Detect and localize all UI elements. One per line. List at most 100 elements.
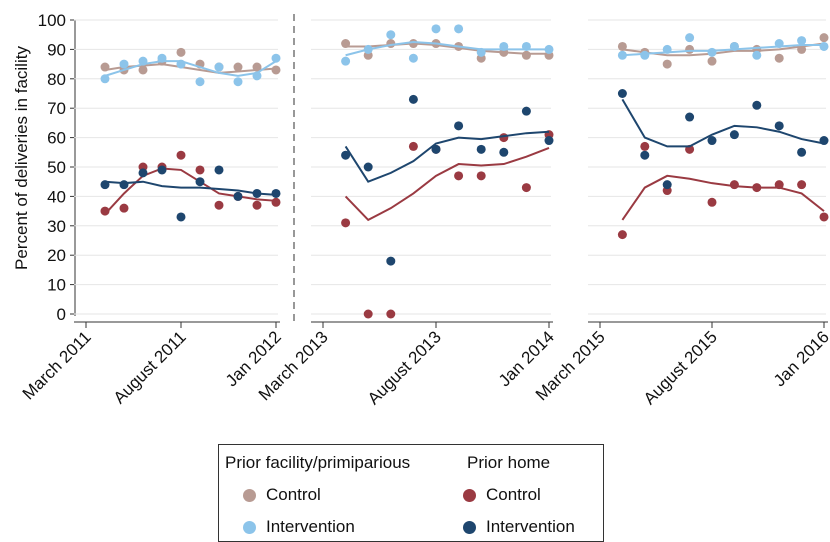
data-point-home_control xyxy=(797,180,807,190)
data-point-facility_intervention xyxy=(752,50,762,60)
data-point-facility_intervention xyxy=(119,59,129,69)
data-point-facility_intervention xyxy=(476,47,486,57)
data-point-home_intervention xyxy=(195,177,205,187)
data-point-home_intervention xyxy=(707,136,717,146)
data-point-facility_intervention xyxy=(195,77,205,87)
data-point-home_control xyxy=(617,230,627,240)
legend-title-prior-home: Prior home xyxy=(467,453,551,472)
data-point-facility_intervention xyxy=(521,41,531,51)
x-tick-label: August 2011 xyxy=(110,327,190,407)
y-tick-label: 10 xyxy=(47,276,66,295)
data-point-facility_control xyxy=(408,39,418,49)
data-point-home_control xyxy=(521,183,531,193)
data-point-facility_intervention xyxy=(499,41,509,51)
y-tick-label: 40 xyxy=(47,187,66,206)
data-point-facility_intervention xyxy=(640,50,650,60)
data-point-home_intervention xyxy=(752,100,762,110)
y-tick-label: 0 xyxy=(57,305,66,324)
legend-item-facility-control: Control xyxy=(243,485,321,505)
data-point-facility_intervention xyxy=(363,44,373,54)
data-point-home_intervention xyxy=(233,191,243,201)
data-point-home_control xyxy=(386,309,396,319)
y-tick-label: 80 xyxy=(47,70,66,89)
data-point-facility_intervention xyxy=(797,36,807,46)
data-point-home_intervention xyxy=(363,162,373,172)
trend-line-home_intervention xyxy=(344,130,550,183)
data-point-home_intervention xyxy=(729,130,739,140)
data-point-home_intervention xyxy=(819,136,829,146)
data-point-facility_control xyxy=(176,47,186,57)
x-tick-label: Jan 2016 xyxy=(770,327,830,390)
data-point-facility_control xyxy=(341,39,351,49)
legend-item-home-intervention: Intervention xyxy=(463,517,575,537)
data-point-home_intervention xyxy=(386,256,396,266)
data-point-home_control xyxy=(774,180,784,190)
data-point-home_control xyxy=(819,212,829,222)
data-point-facility_intervention xyxy=(341,56,351,66)
data-point-facility_control xyxy=(617,41,627,51)
data-point-home_intervention xyxy=(476,144,486,154)
data-point-home_control xyxy=(363,309,373,319)
data-point-facility_control xyxy=(138,65,148,75)
legend: Prior facility/primiparious Prior home C… xyxy=(218,444,604,542)
data-point-facility_control xyxy=(685,44,695,54)
legend-label-home-intervention: Intervention xyxy=(486,517,575,536)
y-tick-label: 90 xyxy=(47,40,66,59)
data-point-home_intervention xyxy=(341,150,351,160)
data-point-facility_intervention xyxy=(544,44,554,54)
data-point-facility_intervention xyxy=(431,24,441,34)
trend-line-facility_intervention xyxy=(622,43,824,57)
trend-line-home_control xyxy=(104,167,277,215)
data-point-home_intervention xyxy=(100,180,110,190)
data-point-facility_intervention xyxy=(617,50,627,60)
data-point-home_intervention xyxy=(521,106,531,116)
data-point-facility_intervention xyxy=(729,41,739,51)
trend-line-facility_control xyxy=(345,42,549,55)
trend-line-facility_intervention xyxy=(345,41,549,57)
trend-line-home_control xyxy=(621,174,825,221)
legend-item-home-control: Control xyxy=(463,485,541,505)
data-point-facility_control xyxy=(797,44,807,54)
data-point-facility_intervention xyxy=(819,41,829,51)
x-tick-label: August 2015 xyxy=(640,327,721,408)
data-point-home_intervention xyxy=(499,147,509,157)
legend-marker-home-intervention xyxy=(463,520,476,534)
data-point-home_intervention xyxy=(431,144,441,154)
y-tick-label: 100 xyxy=(38,11,66,30)
trend-line-home_control xyxy=(344,146,550,222)
x-tick-label: August 2013 xyxy=(364,327,445,408)
data-point-facility_intervention xyxy=(214,62,224,72)
data-point-home_intervention xyxy=(685,112,695,122)
data-point-facility_intervention xyxy=(252,71,262,81)
data-point-home_intervention xyxy=(119,180,129,190)
data-point-home_intervention xyxy=(617,89,627,98)
trend-line-facility_intervention xyxy=(104,60,277,77)
data-point-facility_control xyxy=(819,33,829,43)
data-point-home_intervention xyxy=(774,121,784,131)
data-point-facility_control xyxy=(271,65,281,75)
data-point-home_control xyxy=(499,133,509,143)
trend-line-home_intervention xyxy=(621,98,825,148)
data-point-home_control xyxy=(729,180,739,190)
data-point-home_intervention xyxy=(252,188,262,198)
data-point-facility_intervention xyxy=(233,77,243,87)
data-point-facility_intervention xyxy=(774,39,784,49)
data-point-home_intervention xyxy=(138,168,148,178)
data-point-home_intervention xyxy=(797,147,807,157)
data-point-home_intervention xyxy=(157,165,167,175)
data-point-home_control xyxy=(252,200,262,210)
data-point-facility_control xyxy=(662,59,672,69)
data-point-facility_intervention xyxy=(685,33,695,43)
legend-label-facility-control: Control xyxy=(266,485,321,504)
y-axis-label: Percent of deliveries in facility xyxy=(12,46,31,270)
data-point-home_control xyxy=(176,150,186,160)
data-point-home_control xyxy=(100,206,110,216)
data-point-home_control xyxy=(476,171,486,181)
y-tick-label: 30 xyxy=(47,217,66,236)
data-point-facility_intervention xyxy=(454,24,464,34)
data-point-facility_intervention xyxy=(386,30,396,40)
data-point-facility_control xyxy=(233,62,243,72)
trend-line-home_intervention xyxy=(104,180,277,196)
data-point-facility_intervention xyxy=(176,59,186,69)
